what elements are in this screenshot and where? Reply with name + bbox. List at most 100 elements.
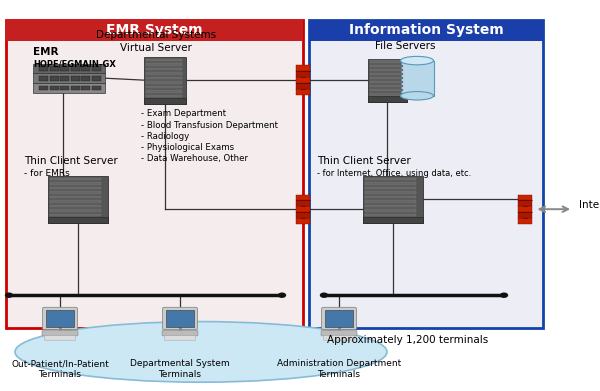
Bar xyxy=(50,178,101,181)
Bar xyxy=(370,68,403,71)
Bar xyxy=(49,66,59,71)
Text: EMR System: EMR System xyxy=(106,23,203,37)
Bar xyxy=(370,73,403,75)
Bar xyxy=(146,72,182,75)
Bar xyxy=(50,182,101,185)
Ellipse shape xyxy=(401,56,433,65)
Bar xyxy=(370,85,403,88)
FancyBboxPatch shape xyxy=(33,63,105,73)
Bar xyxy=(309,20,543,41)
Bar xyxy=(92,66,101,71)
Text: - for Internet, Office, using data, etc.: - for Internet, Office, using data, etc. xyxy=(317,169,471,178)
FancyBboxPatch shape xyxy=(401,61,433,96)
FancyBboxPatch shape xyxy=(162,330,198,336)
Bar xyxy=(92,76,101,81)
Bar xyxy=(50,218,101,221)
Text: EMR: EMR xyxy=(33,47,59,57)
FancyBboxPatch shape xyxy=(163,307,197,330)
Bar xyxy=(365,191,416,194)
Text: Administration Department
Terminals: Administration Department Terminals xyxy=(277,359,401,379)
Bar xyxy=(39,66,48,71)
Bar xyxy=(49,76,59,81)
Bar xyxy=(365,196,416,198)
Bar xyxy=(296,200,310,206)
Circle shape xyxy=(5,292,13,298)
Bar xyxy=(146,77,182,79)
Bar xyxy=(296,89,310,95)
Bar xyxy=(146,59,182,61)
Text: Internet: Internet xyxy=(579,200,600,210)
Bar xyxy=(365,178,416,181)
Bar xyxy=(71,86,79,90)
Bar xyxy=(370,93,403,96)
Bar xyxy=(146,63,182,66)
Bar xyxy=(296,218,310,224)
Bar xyxy=(296,71,310,77)
Bar xyxy=(370,81,403,83)
Bar xyxy=(50,187,101,189)
FancyBboxPatch shape xyxy=(33,83,105,93)
Circle shape xyxy=(278,292,286,298)
Bar xyxy=(296,65,310,71)
Bar xyxy=(60,66,69,71)
Circle shape xyxy=(320,292,328,298)
Text: Approximately 1,200 terminals: Approximately 1,200 terminals xyxy=(328,335,488,345)
FancyBboxPatch shape xyxy=(6,20,303,328)
Bar xyxy=(50,200,101,203)
Bar xyxy=(48,217,108,223)
Text: Information System: Information System xyxy=(349,23,503,37)
Bar xyxy=(370,89,403,91)
Text: Thin Client Server: Thin Client Server xyxy=(317,156,410,166)
FancyBboxPatch shape xyxy=(48,176,108,223)
FancyBboxPatch shape xyxy=(42,330,78,336)
Bar xyxy=(365,205,416,207)
Bar xyxy=(144,98,186,104)
Bar xyxy=(81,76,90,81)
Bar xyxy=(71,66,79,71)
Ellipse shape xyxy=(401,91,433,100)
Bar xyxy=(6,20,303,41)
Bar xyxy=(518,200,532,206)
Bar xyxy=(146,86,182,88)
Bar xyxy=(365,187,416,189)
Bar xyxy=(296,194,310,200)
Bar xyxy=(60,76,69,81)
Text: Departmental System
Terminals: Departmental System Terminals xyxy=(130,359,230,379)
Bar xyxy=(367,97,407,102)
FancyBboxPatch shape xyxy=(164,335,196,340)
Bar xyxy=(518,212,532,218)
FancyBboxPatch shape xyxy=(322,307,356,330)
Bar xyxy=(50,205,101,207)
Bar xyxy=(39,76,48,81)
Bar xyxy=(365,200,416,203)
Bar xyxy=(50,196,101,198)
Bar xyxy=(49,86,59,90)
Bar xyxy=(296,206,310,212)
Bar xyxy=(50,191,101,194)
FancyBboxPatch shape xyxy=(44,335,76,340)
Bar xyxy=(50,214,101,216)
Bar xyxy=(166,310,194,327)
Text: Out-Patient/In-Patient
Terminals: Out-Patient/In-Patient Terminals xyxy=(11,359,109,379)
Bar xyxy=(518,194,532,200)
Bar xyxy=(296,77,310,83)
Bar xyxy=(81,66,90,71)
Bar xyxy=(92,86,101,90)
Bar xyxy=(71,76,79,81)
FancyBboxPatch shape xyxy=(323,335,355,340)
FancyBboxPatch shape xyxy=(363,176,423,223)
Bar xyxy=(518,218,532,224)
Bar xyxy=(518,206,532,212)
Bar xyxy=(296,83,310,89)
Ellipse shape xyxy=(15,321,387,382)
Bar xyxy=(370,77,403,79)
Circle shape xyxy=(500,292,508,298)
Text: Departmental Systems
Virtual Server: Departmental Systems Virtual Server xyxy=(96,30,216,53)
Bar xyxy=(365,214,416,216)
Bar xyxy=(363,217,423,223)
Bar xyxy=(370,60,403,63)
Text: - Exam Department
- Blood Transfusion Department
- Radiology
- Physiological Exa: - Exam Department - Blood Transfusion De… xyxy=(141,109,278,163)
Bar xyxy=(146,68,182,70)
Text: HOPE/EGMAIN-GX: HOPE/EGMAIN-GX xyxy=(33,60,116,69)
Text: File Servers: File Servers xyxy=(375,41,435,51)
